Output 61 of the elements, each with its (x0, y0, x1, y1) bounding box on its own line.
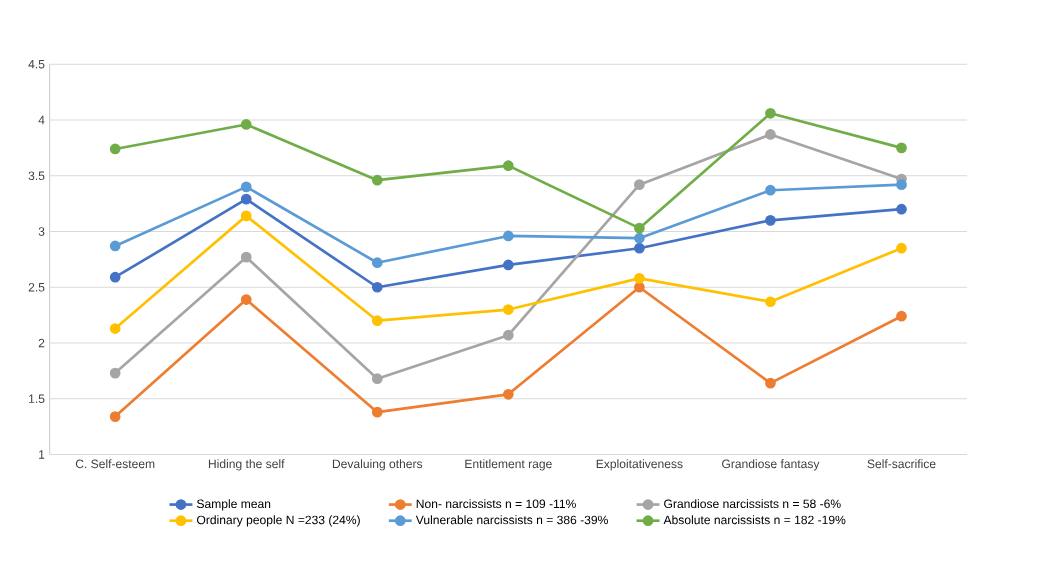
point (634, 222, 645, 234)
point (109, 240, 121, 252)
point (896, 203, 907, 215)
point (109, 323, 121, 334)
point (371, 174, 383, 186)
y-tick-label: 1.5 (29, 394, 45, 404)
point (634, 179, 645, 191)
point (109, 411, 121, 422)
point (765, 184, 776, 196)
point (896, 310, 907, 322)
point (765, 296, 776, 308)
y-tick-label: 2.5 (28, 283, 45, 292)
point (502, 230, 514, 242)
legend-label: Grandiose narcissists n = 58 -6% (664, 499, 841, 509)
point (896, 242, 907, 254)
x-tick-label: Self-sacrifice (867, 459, 936, 469)
point (371, 257, 383, 269)
point (634, 232, 645, 244)
point (765, 377, 776, 389)
point (896, 179, 907, 191)
x-tick-label: Exploitativeness (596, 459, 683, 471)
legend-label: Sample mean (196, 499, 271, 511)
point (634, 273, 645, 284)
y-tick-label: 4.5 (28, 60, 45, 69)
point (240, 251, 252, 263)
point (109, 143, 121, 155)
y-tick-label: 1 (39, 450, 45, 459)
point (240, 210, 252, 222)
point (502, 304, 514, 315)
point (765, 129, 776, 140)
point (240, 181, 252, 193)
y-tick-label: 3.5 (28, 171, 45, 181)
point (371, 315, 383, 327)
legend-label: Non- narcissists n = 109 -11% (416, 499, 576, 509)
point (765, 215, 776, 226)
legend-label: Ordinary people N =233 (24%) (197, 515, 360, 527)
x-tick-label: Devaluing others (332, 459, 423, 471)
point (765, 107, 776, 119)
y-tick-label: 2 (38, 338, 45, 348)
point (502, 259, 514, 271)
x-tick-label: Entitlement rage (465, 459, 552, 471)
legend-label: Absolute narcissists n = 182 -19% (663, 515, 846, 525)
point (502, 388, 514, 400)
x-tick-label: Hiding the self (208, 459, 285, 471)
point (240, 294, 252, 305)
point (109, 367, 121, 379)
point (502, 160, 514, 172)
x-tick-label: Grandiose fantasy (722, 459, 820, 471)
x-tick-label: C. Self-esteem (75, 459, 155, 469)
legend-label: Vulnerable narcissists n = 386 -39% (415, 515, 608, 525)
point (502, 329, 514, 341)
point (240, 193, 252, 205)
point (371, 406, 383, 418)
point (896, 142, 907, 154)
point (371, 373, 383, 385)
point (109, 271, 121, 283)
y-tick-label: 4 (38, 115, 45, 125)
point (634, 242, 645, 254)
point (240, 119, 252, 130)
point (371, 281, 383, 293)
y-tick-label: 3 (38, 227, 45, 236)
